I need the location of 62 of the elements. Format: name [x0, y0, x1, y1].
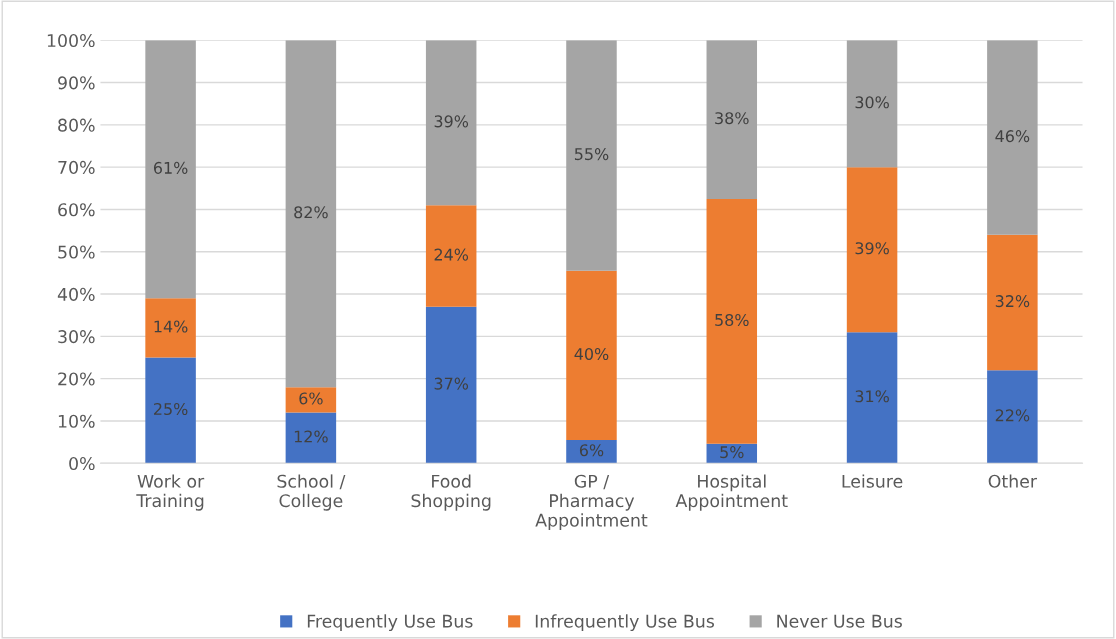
bar	[145, 357, 196, 464]
bar	[987, 370, 1038, 464]
bar	[285, 387, 337, 413]
y-tick-label: 50%	[58, 245, 95, 259]
data-label: 39%	[434, 115, 469, 128]
y-tick-label: 80%	[58, 118, 95, 132]
bar	[285, 412, 337, 464]
bar	[846, 40, 898, 168]
data-label: 24%	[434, 248, 469, 261]
data-label: 40%	[574, 347, 609, 361]
data-label: 30%	[855, 96, 889, 109]
bar	[706, 198, 758, 444]
bar	[425, 40, 477, 206]
bar	[285, 40, 337, 388]
data-label: 14%	[154, 320, 188, 333]
x-tick-label: Work or Training	[136, 474, 205, 511]
legend-label: Infrequently Use Bus	[535, 614, 715, 632]
x-tick-label: GP / Pharmacy Appointment	[535, 474, 648, 531]
bar	[566, 270, 617, 441]
data-label: 58%	[715, 313, 749, 326]
y-tick-label: 30%	[58, 330, 95, 344]
legend-label: Frequently Use Bus	[307, 614, 473, 632]
bar	[706, 40, 758, 199]
y-tick-label: 0%	[69, 456, 95, 471]
data-label: 6%	[579, 444, 604, 457]
bar	[846, 332, 898, 464]
data-label: 61%	[153, 161, 188, 174]
bar	[987, 234, 1038, 371]
legend-label: Never Use Bus	[777, 614, 902, 628]
bar	[987, 40, 1038, 235]
data-label: 22%	[995, 409, 1030, 422]
data-label: 37%	[434, 377, 469, 390]
bar	[425, 205, 477, 307]
y-tick-label: 70%	[58, 160, 95, 175]
data-label: 39%	[855, 242, 889, 255]
x-tick-label: Food Shopping	[411, 474, 491, 511]
bar	[425, 306, 477, 464]
y-tick-label: 10%	[58, 414, 95, 428]
data-label: 46%	[995, 130, 1030, 143]
y-tick-label: 100%	[47, 33, 95, 48]
y-tick-label: 20%	[58, 372, 95, 386]
bar	[846, 167, 898, 333]
bar	[145, 298, 196, 358]
x-tick-label: Leisure	[842, 474, 903, 488]
data-label: 82%	[294, 206, 328, 219]
x-tick-label: Other	[988, 474, 1038, 488]
data-label: 31%	[855, 390, 889, 403]
data-label: 5%	[720, 446, 744, 459]
data-label: 12%	[294, 430, 328, 443]
bar	[566, 40, 617, 271]
data-label: 32%	[995, 295, 1030, 308]
data-label: 55%	[574, 148, 609, 161]
x-tick-label: Hospital Appointment	[675, 474, 788, 511]
y-tick-label: 60%	[58, 203, 95, 217]
data-label: 25%	[154, 402, 188, 416]
bar	[145, 40, 196, 299]
data-label: 6%	[299, 392, 323, 405]
y-tick-label: 90%	[58, 76, 95, 90]
bar	[566, 440, 617, 464]
x-tick-label: School / College	[277, 474, 346, 511]
y-tick-label: 40%	[57, 287, 95, 301]
data-label: 38%	[715, 112, 749, 125]
